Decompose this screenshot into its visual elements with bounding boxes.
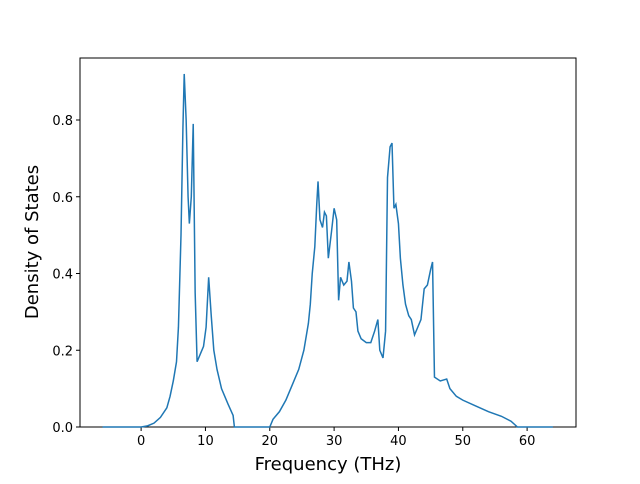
y-axis-label: Density of States: [22, 165, 43, 319]
plot-frame: [79, 57, 577, 428]
y-tick-label: 0.2: [52, 344, 73, 359]
x-tick-label: 60: [519, 434, 536, 449]
y-tick-label: 0.4: [52, 268, 73, 283]
x-tick-label: 50: [455, 434, 472, 449]
x-tick-label: 20: [262, 434, 279, 449]
x-tick-label: 40: [390, 434, 407, 449]
x-tick-label: 0: [137, 434, 145, 449]
y-tick-label: 0.0: [52, 421, 73, 436]
y-tick-label: 0.8: [52, 114, 73, 129]
y-tick-label: 0.6: [52, 191, 73, 206]
x-tick-label: 10: [197, 434, 214, 449]
line-series: [102, 73, 553, 428]
x-axis-label: Frequency (THz): [255, 454, 402, 475]
x-tick-label: 30: [326, 434, 343, 449]
